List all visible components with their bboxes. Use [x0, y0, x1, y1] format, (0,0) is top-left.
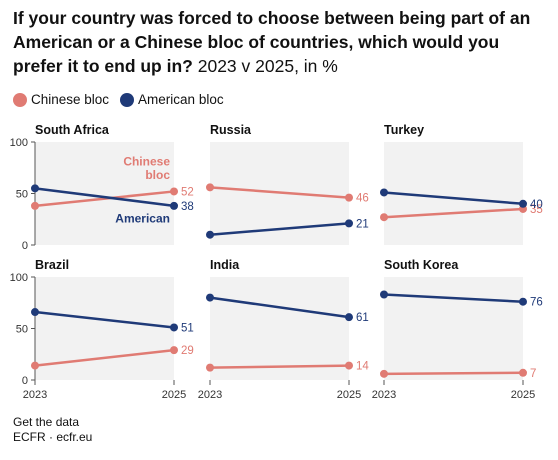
panel-title-south-africa: South Africa — [35, 123, 110, 137]
data-point-brazil-american-bloc-2023 — [31, 308, 39, 317]
x-tick-label: 2023 — [198, 389, 222, 401]
get-the-data-link[interactable]: Get the data — [13, 415, 80, 429]
series-line-russia-american-bloc — [209, 222, 350, 236]
data-point-south-africa-american-bloc-2025 — [170, 201, 178, 210]
legend-label-american: American bloc — [138, 92, 224, 107]
data-label-russia-american-bloc: 21 — [356, 218, 369, 230]
data-point-south-korea-chinese-bloc-2025 — [519, 368, 527, 377]
y-tick-label: 0 — [22, 240, 28, 252]
x-tick-label: 2025 — [162, 389, 186, 401]
series-line-south-africa-chinese-bloc — [34, 190, 175, 208]
data-label-south-africa-chinese-bloc: 52 — [181, 186, 194, 198]
series-line-india-chinese-bloc — [209, 364, 350, 369]
data-point-south-korea-american-bloc-2025 — [519, 297, 527, 306]
data-label-india-american-bloc: 61 — [356, 312, 369, 324]
series-line-india-american-bloc — [209, 296, 350, 319]
data-point-brazil-american-bloc-2025 — [170, 323, 178, 332]
data-point-russia-american-bloc-2023 — [206, 230, 214, 239]
data-point-turkey-chinese-bloc-2023 — [380, 213, 388, 222]
data-label-south-korea-american-bloc: 76 — [530, 297, 543, 309]
data-label-brazil-american-bloc: 51 — [181, 322, 194, 334]
inline-label-chinese-1: Chinese — [123, 155, 170, 169]
data-point-india-american-bloc-2025 — [345, 313, 353, 322]
data-point-brazil-chinese-bloc-2023 — [31, 361, 39, 370]
data-label-turkey-american-bloc: 40 — [530, 199, 543, 211]
data-label-brazil-chinese-bloc: 29 — [181, 345, 194, 357]
legend-swatch-american — [120, 92, 135, 107]
series-line-south-korea-american-bloc — [383, 293, 524, 303]
x-tick-label: 2023 — [372, 389, 396, 401]
chart-subtitle: 2023 v 2025, in % — [197, 56, 338, 76]
panel-title-russia: Russia — [210, 123, 252, 137]
source-note: ECFR · ecfr.eu — [13, 430, 93, 444]
legend-swatch-chinese — [13, 92, 27, 107]
inline-label-american: American — [115, 211, 170, 225]
inline-label-chinese-2: bloc — [145, 168, 170, 182]
data-label-russia-chinese-bloc: 46 — [356, 193, 369, 205]
series-line-brazil-american-bloc — [34, 310, 175, 329]
data-point-india-american-bloc-2023 — [206, 293, 214, 302]
series-line-turkey-american-bloc — [383, 191, 524, 206]
series-line-russia-chinese-bloc — [209, 186, 350, 199]
y-tick-label: 0 — [22, 375, 28, 387]
data-label-south-korea-chinese-bloc: 7 — [530, 368, 536, 380]
data-point-india-chinese-bloc-2025 — [345, 361, 353, 370]
data-point-india-chinese-bloc-2023 — [206, 363, 214, 372]
series-line-turkey-chinese-bloc — [383, 207, 524, 219]
data-point-south-africa-chinese-bloc-2023 — [31, 201, 39, 210]
data-point-brazil-chinese-bloc-2025 — [170, 346, 178, 355]
panel-title-brazil: Brazil — [35, 258, 69, 272]
chart-title-main: If your country was forced to choose bet… — [13, 8, 531, 76]
panel-title-turkey: Turkey — [384, 123, 424, 137]
x-tick-label: 2025 — [511, 389, 535, 401]
panel-title-india: India — [210, 258, 240, 272]
chart-title: If your country was forced to choose bet… — [13, 6, 548, 78]
legend-item-american: American bloc — [120, 92, 224, 107]
data-point-south-korea-american-bloc-2023 — [380, 290, 388, 299]
series-line-south-korea-chinese-bloc — [383, 371, 524, 376]
data-point-russia-chinese-bloc-2023 — [206, 183, 214, 192]
data-point-south-korea-chinese-bloc-2023 — [380, 369, 388, 378]
y-tick-label: 50 — [16, 324, 28, 336]
data-label-turkey-chinese-bloc: 35 — [530, 204, 543, 216]
legend-label-chinese: Chinese bloc — [31, 92, 110, 107]
series-line-brazil-chinese-bloc — [34, 348, 175, 367]
panel-background-brazil — [35, 277, 174, 380]
data-point-turkey-american-bloc-2023 — [380, 188, 388, 197]
data-point-south-africa-chinese-bloc-2025 — [170, 187, 178, 196]
y-tick-label: 50 — [16, 189, 28, 201]
panel-background-india — [210, 277, 349, 380]
x-tick-label: 2025 — [337, 389, 361, 401]
y-tick-label: 100 — [10, 272, 28, 284]
footer: Get the data ECFR · ecfr.eu — [13, 415, 92, 445]
y-tick-label: 100 — [10, 137, 28, 149]
data-label-south-africa-american-bloc: 38 — [181, 201, 194, 213]
data-point-turkey-american-bloc-2025 — [519, 199, 527, 208]
data-point-south-africa-american-bloc-2023 — [31, 184, 39, 193]
x-tick-label: 2023 — [23, 389, 47, 401]
data-point-russia-american-bloc-2025 — [345, 219, 353, 228]
panel-background-south-korea — [384, 277, 523, 380]
legend-item-chinese: Chinese bloc — [13, 92, 109, 107]
data-point-russia-chinese-bloc-2025 — [345, 193, 353, 202]
panel-title-south-korea: South Korea — [384, 258, 459, 272]
legend: Chinese bloc American bloc — [13, 92, 235, 107]
series-line-south-africa-american-bloc — [34, 187, 175, 208]
data-label-india-chinese-bloc: 14 — [356, 361, 369, 373]
